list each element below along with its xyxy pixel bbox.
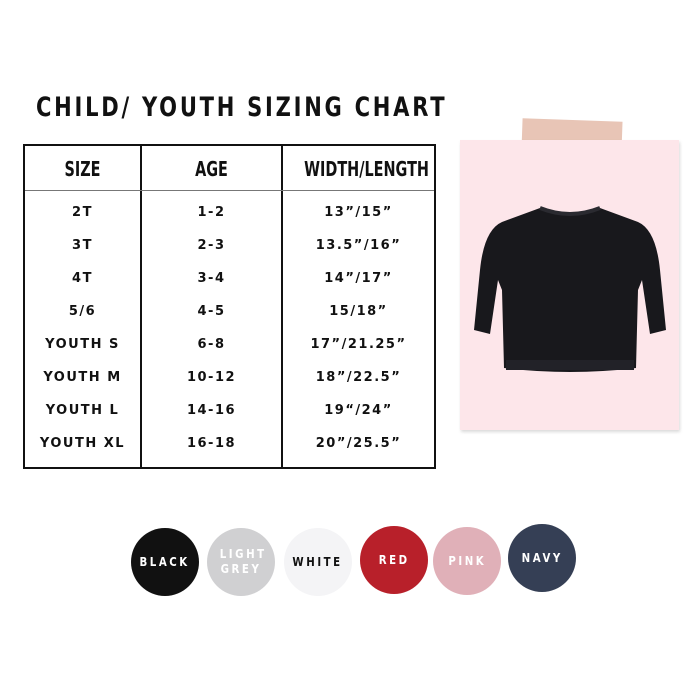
cell-size: YOUTH L (45, 403, 120, 418)
sizing-table: SIZE AGE WIDTH/LENGTH 2T 1-2 13”/15” 3T 2-3 1… (23, 144, 436, 469)
header-width-length: WIDTH/LENGTH (304, 157, 429, 181)
color-swatch-pink: PINK (433, 527, 501, 595)
column-divider (140, 146, 142, 467)
cell-age: 16-18 (186, 436, 237, 451)
color-label: LIGHT GREY (219, 547, 267, 576)
color-label: NAVY (521, 550, 563, 565)
cell-size: 4T (72, 271, 93, 286)
cell-width-length: 13”/15” (324, 205, 393, 220)
color-label: WHITE (292, 554, 344, 569)
cell-age: 4-5 (197, 304, 226, 319)
cell-size: 3T (72, 238, 93, 253)
header-size: SIZE (64, 157, 101, 181)
color-label: RED (378, 552, 410, 567)
cell-age: 1-2 (197, 205, 226, 220)
cell-size: YOUTH M (43, 370, 122, 385)
color-swatch-red: RED (360, 526, 428, 594)
product-photo-card (460, 140, 679, 430)
color-swatch-light-grey: LIGHT GREY (207, 528, 275, 596)
cell-age: 2-3 (197, 238, 226, 253)
color-swatch-navy: NAVY (508, 524, 576, 592)
cell-width-length: 18”/22.5” (315, 370, 402, 385)
header-age: AGE (195, 157, 228, 181)
page-title: CHILD/ YOUTH SIZING CHART (36, 92, 448, 123)
sweatshirt-image (474, 206, 666, 372)
cell-size: YOUTH S (45, 337, 120, 352)
header-divider (25, 190, 434, 191)
cell-size: 2T (72, 205, 93, 220)
cell-width-length: 13.5”/16” (315, 238, 402, 253)
color-label: BLACK (139, 554, 191, 569)
cell-width-length: 14”/17” (324, 271, 393, 286)
cell-age: 6-8 (197, 337, 226, 352)
cell-age: 14-16 (186, 403, 237, 418)
cell-width-length: 17”/21.25” (310, 337, 407, 352)
color-label: PINK (448, 553, 486, 568)
cell-age: 3-4 (197, 271, 226, 286)
column-divider (281, 146, 283, 467)
color-swatch-black: BLACK (131, 528, 199, 596)
cell-age: 10-12 (186, 370, 237, 385)
cell-size: YOUTH XL (39, 436, 126, 451)
cell-width-length: 19“/24” (324, 403, 393, 418)
color-swatch-white: WHITE (284, 528, 352, 596)
cell-width-length: 15/18” (329, 304, 388, 319)
cell-size: 5/6 (68, 304, 97, 319)
cell-width-length: 20”/25.5” (315, 436, 402, 451)
